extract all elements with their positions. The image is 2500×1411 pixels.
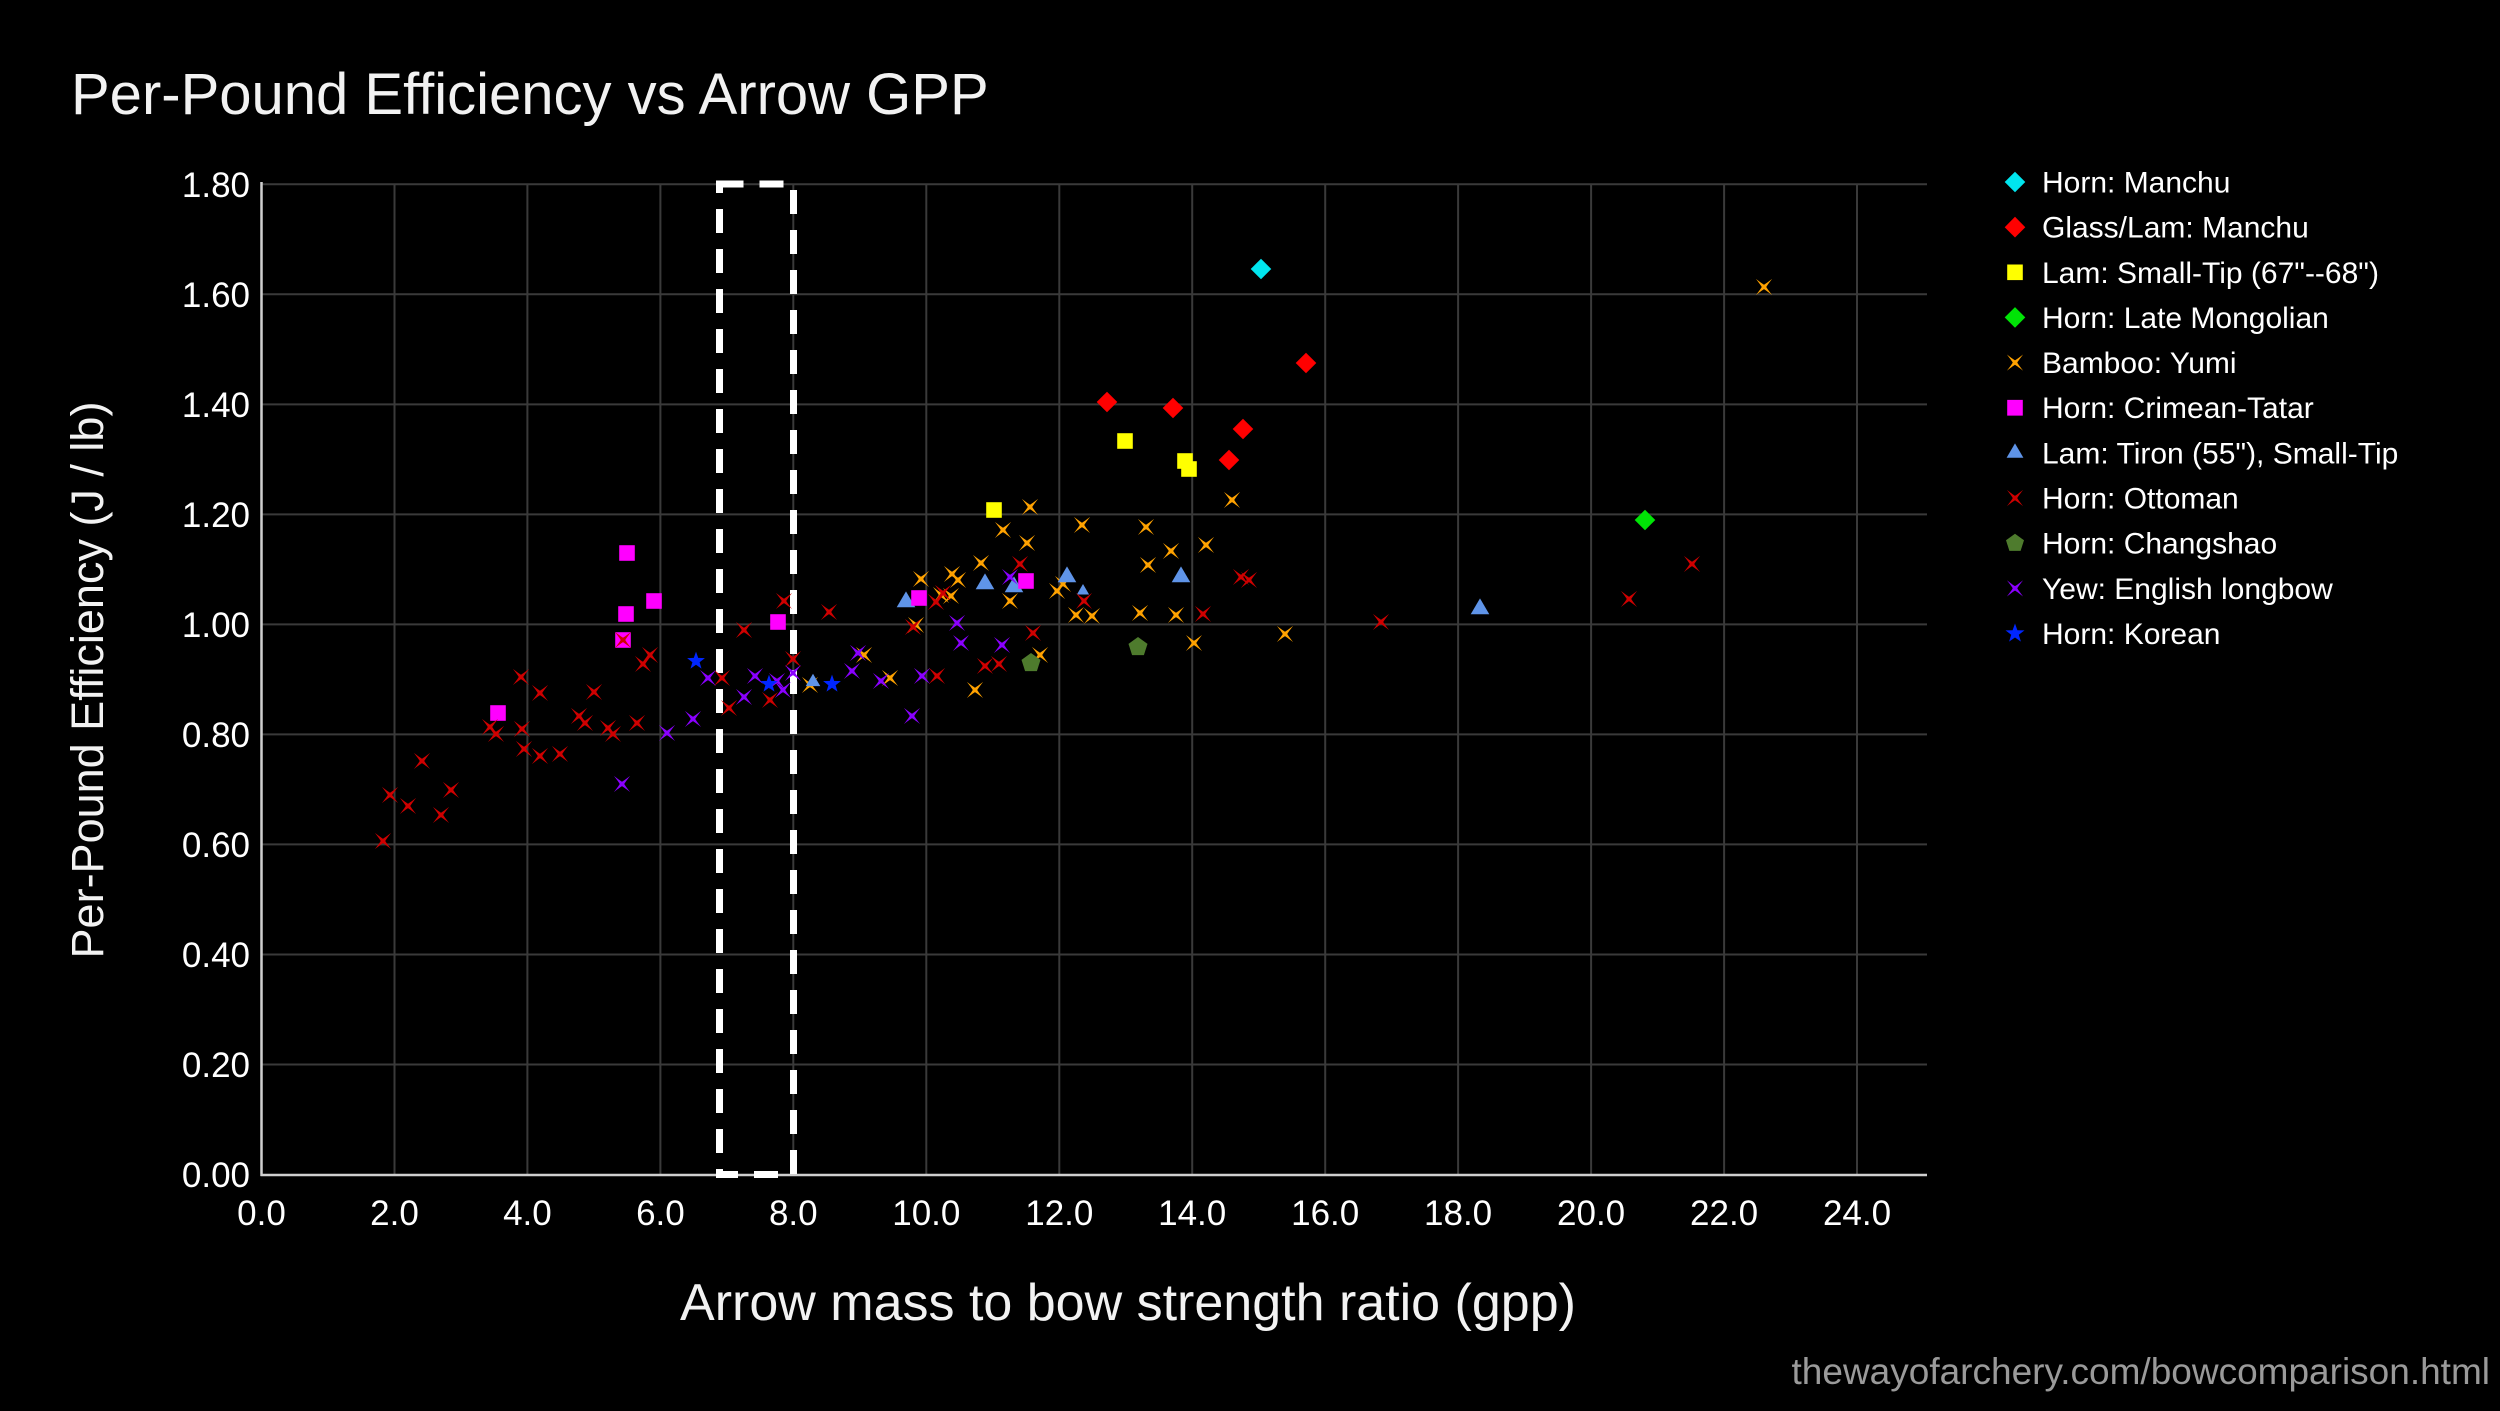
- svg-text:thewayofarchery.com/bowcompari: thewayofarchery.com/bowcomparison.html: [1792, 1351, 2490, 1392]
- svg-text:10.0: 10.0: [892, 1194, 960, 1233]
- svg-text:Arrow mass to bow strength rat: Arrow mass to bow strength ratio (gpp): [680, 1274, 1576, 1332]
- svg-text:Yew: English longbow: Yew: English longbow: [2042, 573, 2333, 606]
- svg-text:Horn: Ottoman: Horn: Ottoman: [2042, 483, 2239, 516]
- svg-text:Horn: Crimean-Tatar: Horn: Crimean-Tatar: [2042, 392, 2314, 425]
- svg-text:1.40: 1.40: [182, 386, 250, 425]
- svg-text:0.40: 0.40: [182, 936, 250, 975]
- svg-text:24.0: 24.0: [1823, 1194, 1891, 1233]
- svg-text:12.0: 12.0: [1025, 1194, 1093, 1233]
- svg-text:Horn: Manchu: Horn: Manchu: [2042, 167, 2230, 200]
- svg-text:0.0: 0.0: [237, 1194, 286, 1233]
- svg-text:4.0: 4.0: [503, 1194, 552, 1233]
- svg-text:16.0: 16.0: [1291, 1194, 1359, 1233]
- svg-text:14.0: 14.0: [1158, 1194, 1226, 1233]
- svg-text:0.60: 0.60: [182, 826, 250, 865]
- svg-text:18.0: 18.0: [1424, 1194, 1492, 1233]
- svg-text:1.80: 1.80: [182, 166, 250, 205]
- svg-text:Lam: Tiron (55"), Small-Tip: Lam: Tiron (55"), Small-Tip: [2042, 437, 2398, 470]
- svg-text:22.0: 22.0: [1690, 1194, 1758, 1233]
- svg-text:0.20: 0.20: [182, 1046, 250, 1085]
- svg-text:Horn: Korean: Horn: Korean: [2042, 618, 2220, 651]
- svg-text:Horn: Changshao: Horn: Changshao: [2042, 528, 2277, 561]
- svg-text:2.0: 2.0: [370, 1194, 419, 1233]
- svg-text:1.20: 1.20: [182, 496, 250, 535]
- svg-text:8.0: 8.0: [769, 1194, 818, 1233]
- svg-text:Bamboo: Yumi: Bamboo: Yumi: [2042, 347, 2237, 380]
- svg-text:20.0: 20.0: [1557, 1194, 1625, 1233]
- svg-text:0.00: 0.00: [182, 1156, 250, 1195]
- svg-text:Horn: Late Mongolian: Horn: Late Mongolian: [2042, 302, 2329, 335]
- svg-text:1.00: 1.00: [182, 606, 250, 645]
- svg-text:1.60: 1.60: [182, 276, 250, 315]
- svg-text:6.0: 6.0: [636, 1194, 685, 1233]
- svg-text:Per-Pound Efficiency vs Arrow: Per-Pound Efficiency vs Arrow GPP: [71, 62, 989, 127]
- svg-text:Lam: Small-Tip (67"--68"): Lam: Small-Tip (67"--68"): [2042, 257, 2379, 290]
- svg-text:0.80: 0.80: [182, 716, 250, 755]
- svg-text:Glass/Lam: Manchu: Glass/Lam: Manchu: [2042, 212, 2309, 245]
- svg-text:Per-Pound Efficiency (J / lb): Per-Pound Efficiency (J / lb): [62, 402, 113, 959]
